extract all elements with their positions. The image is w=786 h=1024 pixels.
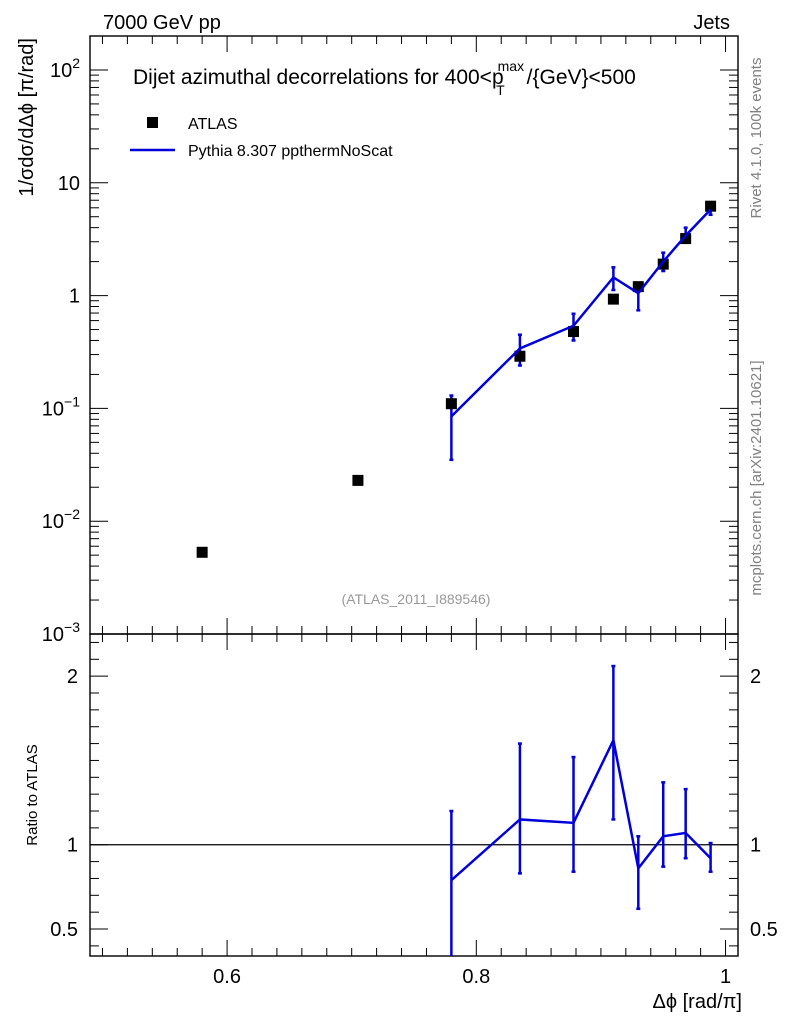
y-tick-label: 2 [67,666,78,688]
ratio-data-layer [449,664,713,956]
analysis-watermark: (ATLAS_2011_I889546) [342,591,491,607]
x-tick-label: 0.8 [462,966,490,988]
x-tick-label: 0.6 [213,966,241,988]
chart-title: Dijet azimuthal decorrelations for 400<p… [133,58,636,98]
pythia-line [450,208,712,418]
y-tick-label: 1 [67,835,78,857]
y-tick-label: 10−2 [42,506,80,533]
mcplots-label: mcplots.cern.ch [arXiv:2401.10621] [748,360,765,595]
ratio-y-axis-label: Ratio to ATLAS [24,744,41,845]
y-tick-label: 102 [50,55,80,82]
atlas-data-point [514,350,526,362]
y-tick-label: 0.5 [50,919,78,941]
atlas-data-point [352,474,364,486]
atlas-data-point [568,326,580,338]
atlas-data-point [657,258,669,270]
chart-title-main: Dijet azimuthal decorrelations for 400<p [133,66,504,89]
x-axis-label: Δϕ [rad/π] [653,991,743,1013]
y-tick-label: 10−3 [42,619,80,646]
atlas-data-point [196,546,208,558]
y-tick-label-right: 1 [750,835,761,857]
ratio-line [450,736,712,882]
x-tick-label: 1 [720,966,731,988]
main-data-layer [196,200,717,558]
y-tick-label-right: 2 [750,666,761,688]
legend-atlas-marker [147,117,158,128]
chart-title-sub: T [496,82,505,98]
y-tick-label-right: 0.5 [750,919,778,941]
atlas-data-point [445,398,457,410]
y-tick-label: 10 [58,173,80,195]
y-tick-label: 10−1 [42,393,80,420]
y-tick-label: 1 [69,286,80,308]
rivet-version-label: Rivet 4.1.0, 100k events [748,58,765,219]
beam-label: 7000 GeV pp [103,12,221,34]
chart-title-tail: /{GeV}<500 [527,66,636,89]
atlas-data-point [607,293,619,305]
legend-pythia-label: Pythia 8.307 ppthermNoScat [188,143,393,160]
atlas-data-point [705,200,717,212]
ratio-plot-frame [89,633,739,957]
legend-atlas-label: ATLAS [188,116,238,133]
atlas-data-point [680,233,692,245]
chart-title-sup: max [498,58,524,74]
atlas-data-point [632,281,644,293]
main-axis-ticks: 102 10 1 10−1 10−2 10−3 [42,35,738,646]
ratio-axis-ticks: 0.6 0.8 1 0.5 0.5 1 1 2 2 [50,634,778,988]
process-label: Jets [693,12,730,34]
main-y-axis-label: 1/σdσ/dΔϕ [π/rad] [16,38,38,197]
